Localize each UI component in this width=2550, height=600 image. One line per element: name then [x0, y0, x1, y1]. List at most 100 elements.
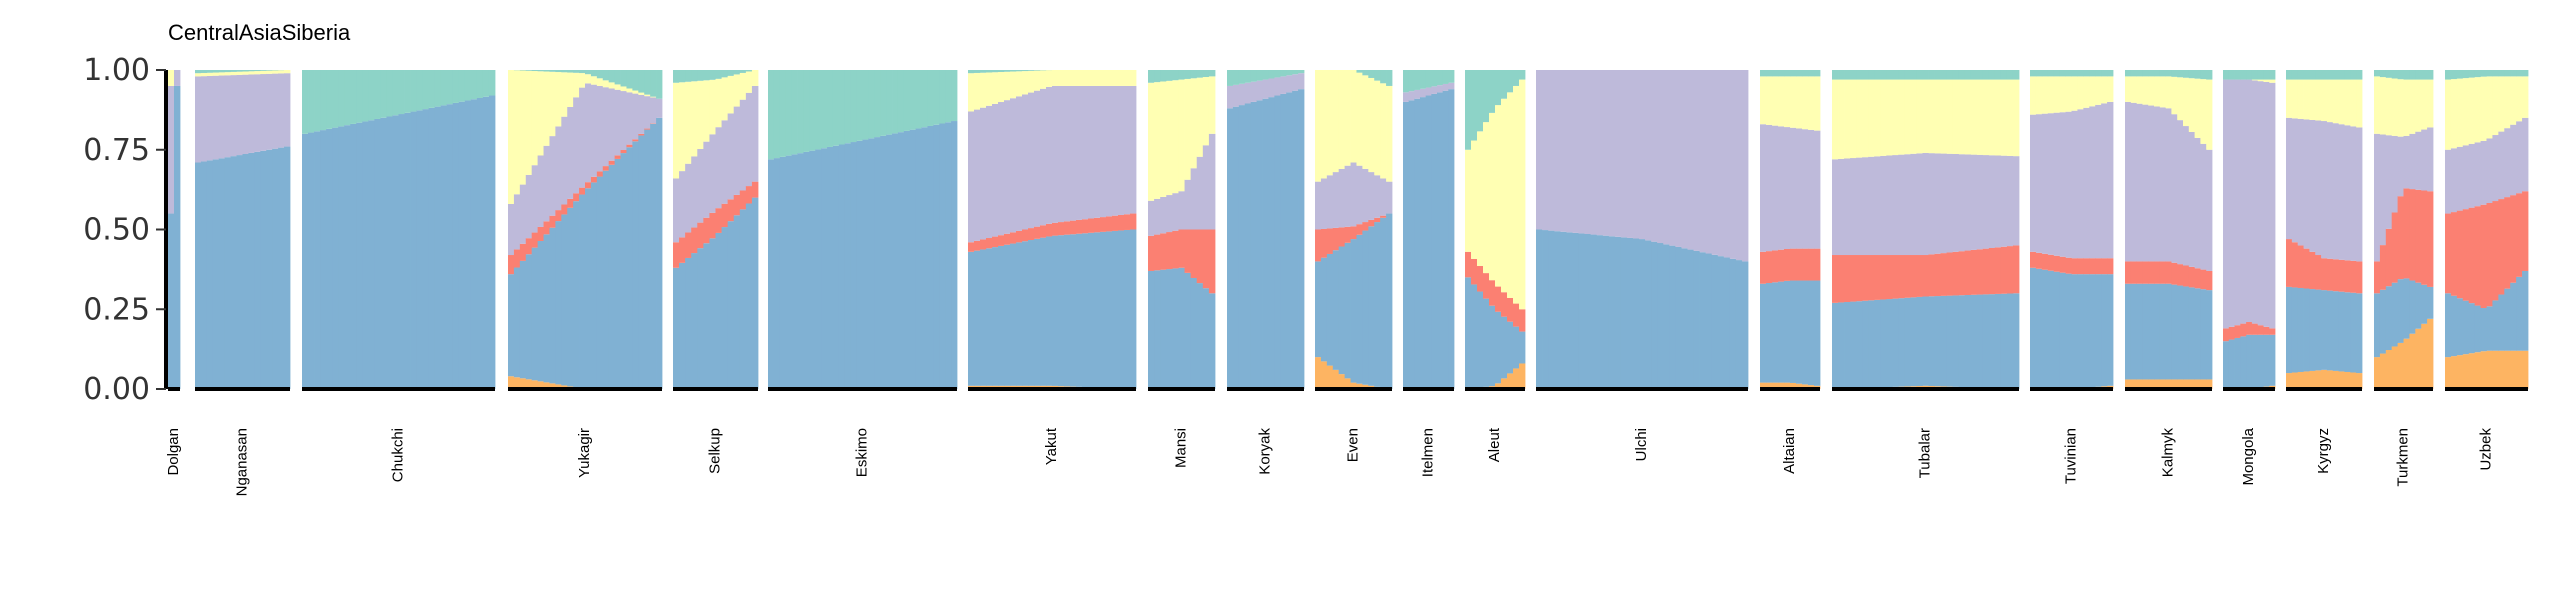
admixture-segment: [2421, 70, 2428, 80]
admixture-segment: [1112, 215, 1119, 231]
admixture-segment: [1687, 249, 1694, 389]
admixture-segment: [1626, 237, 1634, 389]
admixture-segment: [2309, 79, 2316, 120]
admixture-segment: [308, 70, 315, 133]
admixture-segment: [2223, 79, 2230, 329]
admixture-segment: [1320, 257, 1328, 362]
admixture-segment: [2177, 285, 2184, 380]
admixture-segment: [2516, 193, 2523, 277]
admixture-segment: [880, 70, 887, 136]
admixture-segment: [844, 143, 852, 389]
admixture-segment: [555, 210, 562, 222]
population-label: Even: [1344, 428, 1361, 462]
admixture-segment: [1130, 70, 1137, 86]
admixture-segment: [2154, 261, 2161, 284]
admixture-segment: [242, 154, 249, 389]
admixture-segment: [709, 134, 716, 213]
admixture-segment: [773, 70, 781, 159]
population-label: Yukagir: [576, 428, 593, 478]
admixture-segment: [1034, 226, 1041, 239]
admixture-segment: [2427, 127, 2434, 192]
admixture-segment: [1760, 70, 1767, 77]
admixture-segment: [2142, 76, 2149, 105]
admixture-segment: [815, 70, 822, 150]
admixture-segment: [2148, 76, 2155, 106]
admixture-segment: [2148, 379, 2155, 389]
population-ulchi: [1536, 70, 1749, 389]
admixture-segment: [1898, 255, 1905, 299]
admixture-segment: [1693, 70, 1700, 251]
admixture-segment: [1880, 299, 1887, 388]
admixture-segment: [2344, 292, 2351, 372]
admixture-segment: [2251, 79, 2259, 81]
admixture-segment: [1946, 252, 1954, 296]
admixture-segment: [691, 156, 698, 228]
admixture-segment: [915, 128, 922, 389]
admixture-segment: [2136, 103, 2143, 262]
admixture-segment: [1802, 384, 1809, 389]
admixture-segment: [1675, 246, 1682, 389]
admixture-segment: [1868, 300, 1875, 388]
admixture-segment: [230, 71, 237, 76]
admixture-segment: [567, 198, 574, 208]
admixture-segment: [380, 70, 387, 118]
admixture-segment: [1315, 181, 1322, 230]
admixture-segment: [1244, 70, 1252, 83]
admixture-segment: [585, 70, 592, 75]
admixture-segment: [596, 171, 604, 177]
admixture-segment: [751, 197, 759, 389]
admixture-segment: [850, 142, 857, 389]
admixture-segment: [1934, 79, 1941, 154]
admixture-segment: [242, 74, 249, 154]
admixture-segment: [519, 243, 527, 261]
admixture-segment: [697, 248, 704, 389]
admixture-segment: [2000, 155, 2008, 247]
admixture-segment: [992, 72, 999, 104]
population-label: Mongola: [2240, 427, 2257, 485]
population-label: Tubalar: [1916, 428, 1933, 478]
admixture-segment: [2234, 337, 2241, 389]
admixture-segment: [1976, 294, 1984, 388]
admixture-segment: [513, 249, 521, 268]
admixture-segment: [1280, 76, 1287, 94]
admixture-segment: [1154, 82, 1161, 199]
admixture-segment: [2154, 283, 2161, 380]
admixture-segment: [573, 70, 580, 73]
admixture-segment: [272, 73, 279, 149]
admixture-segment: [1832, 159, 1839, 256]
admixture-segment: [344, 125, 351, 389]
admixture-segment: [1016, 71, 1023, 97]
admixture-segment: [2059, 70, 2066, 77]
admixture-segment: [422, 109, 430, 389]
admixture-segment: [1838, 79, 1845, 159]
admixture-segment: [513, 194, 521, 250]
admixture-segment: [1982, 294, 1990, 388]
admixture-segment: [2083, 258, 2090, 275]
admixture-segment: [1790, 127, 1797, 249]
admixture-segment: [1952, 251, 1960, 296]
admixture-segment: [1519, 363, 1526, 389]
admixture-segment: [2486, 350, 2493, 389]
admixture-segment: [1320, 70, 1328, 179]
admixture-segment: [974, 72, 981, 110]
admixture-segment: [614, 84, 621, 90]
admixture-segment: [656, 117, 663, 389]
admixture-segment: [386, 70, 393, 117]
admixture-segment: [2286, 239, 2293, 287]
admixture-segment: [1802, 280, 1809, 385]
admixture-segment: [2510, 70, 2517, 77]
admixture-segment: [1519, 309, 1526, 332]
admixture-segment: [608, 164, 616, 389]
admixture-segment: [1076, 85, 1083, 220]
admixture-segment: [1940, 79, 1948, 154]
admixture-segment: [2194, 379, 2201, 389]
admixture-segment: [1976, 249, 1984, 295]
admixture-segment: [537, 381, 544, 389]
admixture-segment: [1076, 70, 1083, 86]
admixture-segment: [1082, 233, 1089, 388]
admixture-segment: [733, 215, 741, 389]
admixture-segment: [1802, 76, 1809, 130]
admixture-segment: [1495, 383, 1502, 389]
admixture-segment: [2397, 70, 2404, 80]
admixture-segment: [1705, 70, 1713, 254]
